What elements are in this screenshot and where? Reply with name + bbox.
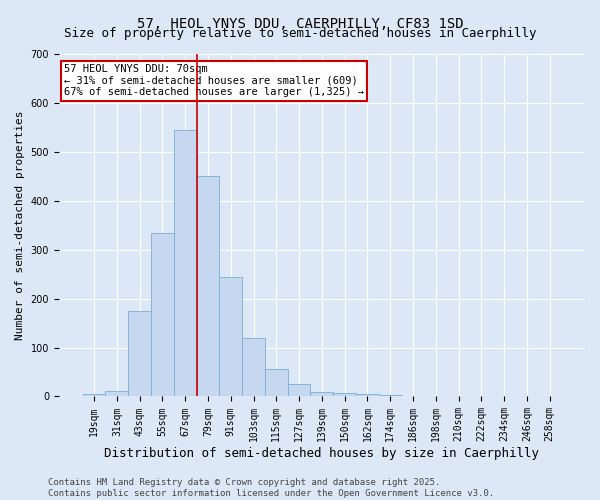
Bar (379, 395, 401, 396)
Bar (83, 394, 106, 396)
Bar (265, 368, 288, 396)
Bar (128, 311, 151, 396)
Bar (197, 176, 220, 396)
Bar (174, 130, 197, 396)
Bar (151, 232, 174, 396)
Bar (356, 394, 379, 396)
Text: Contains HM Land Registry data © Crown copyright and database right 2025.
Contai: Contains HM Land Registry data © Crown c… (48, 478, 494, 498)
Text: Size of property relative to semi-detached houses in Caerphilly: Size of property relative to semi-detach… (64, 28, 536, 40)
Y-axis label: Number of semi-detached properties: Number of semi-detached properties (15, 110, 25, 340)
Bar (288, 384, 310, 396)
Bar (106, 390, 128, 396)
Text: 57, HEOL YNYS DDU, CAERPHILLY, CF83 1SD: 57, HEOL YNYS DDU, CAERPHILLY, CF83 1SD (137, 18, 463, 32)
Bar (310, 392, 333, 396)
Bar (242, 338, 265, 396)
Bar (333, 392, 356, 396)
Text: 57 HEOL YNYS DDU: 70sqm
← 31% of semi-detached houses are smaller (609)
67% of s: 57 HEOL YNYS DDU: 70sqm ← 31% of semi-de… (64, 64, 364, 98)
Bar (220, 276, 242, 396)
X-axis label: Distribution of semi-detached houses by size in Caerphilly: Distribution of semi-detached houses by … (104, 447, 539, 460)
